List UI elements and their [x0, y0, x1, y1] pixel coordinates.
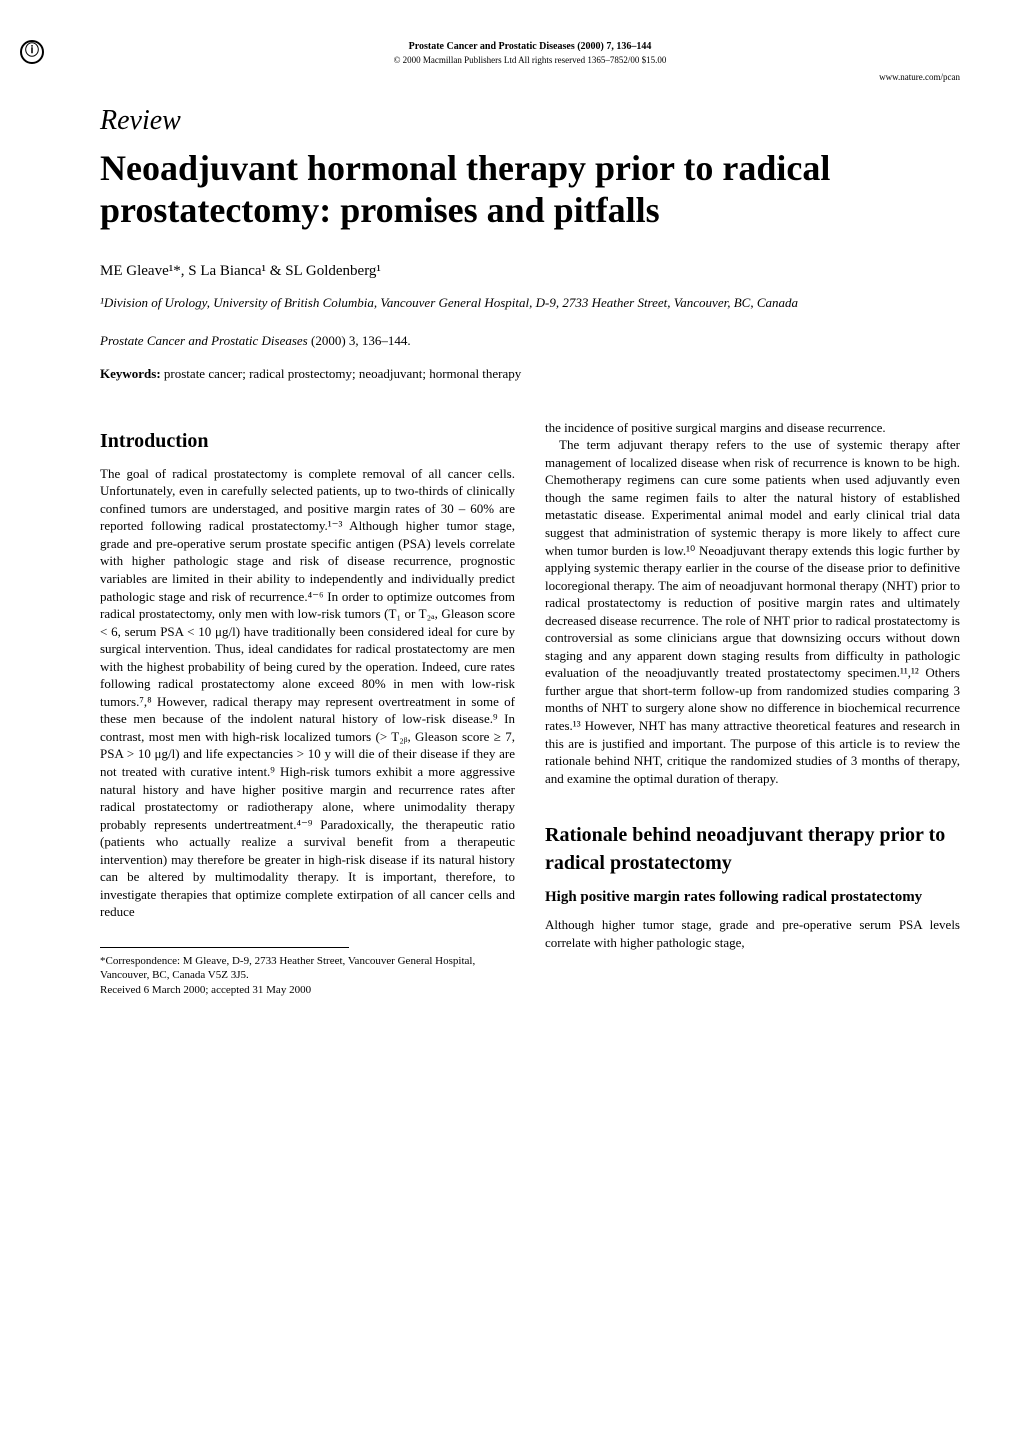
- introduction-paragraph: The goal of radical prostatectomy is com…: [100, 465, 515, 921]
- right-col-para3: Although higher tumor stage, grade and p…: [545, 916, 960, 951]
- journal-line: Prostate Cancer and Prostatic Diseases (…: [100, 40, 960, 54]
- introduction-heading: Introduction: [100, 427, 515, 455]
- journal-url: www.nature.com/pcan: [100, 71, 960, 84]
- left-column: Introduction The goal of radical prostat…: [100, 419, 515, 997]
- right-column: the incidence of positive surgical margi…: [545, 419, 960, 997]
- subsection-heading: High positive margin rates following rad…: [545, 887, 960, 908]
- keywords-label: Keywords:: [100, 366, 161, 381]
- footnote-received: Received 6 March 2000; accepted 31 May 2…: [100, 983, 515, 997]
- journal-citation-rest: (2000) 3, 136–144.: [308, 333, 411, 348]
- journal-name: Prostate Cancer and Prostatic Diseases: [100, 333, 308, 348]
- correspondence-footnote: *Correspondence: M Gleave, D-9, 2733 Hea…: [100, 954, 515, 997]
- review-label: Review: [100, 101, 960, 140]
- keywords-text: prostate cancer; radical prostectomy; ne…: [161, 366, 522, 381]
- affiliation-line: ¹Division of Urology, University of Brit…: [100, 294, 960, 312]
- publisher-badge-icon: ⓘ: [20, 40, 44, 64]
- two-column-body: Introduction The goal of radical prostat…: [100, 419, 960, 997]
- journal-header: Prostate Cancer and Prostatic Diseases (…: [100, 40, 960, 67]
- right-col-para2: The term adjuvant therapy refers to the …: [545, 436, 960, 787]
- rationale-heading: Rationale behind neoadjuvant therapy pri…: [545, 821, 960, 877]
- copyright-line: © 2000 Macmillan Publishers Ltd All righ…: [100, 54, 960, 67]
- footnote-correspondence: *Correspondence: M Gleave, D-9, 2733 Hea…: [100, 954, 515, 983]
- keywords-line: Keywords: prostate cancer; radical prost…: [100, 365, 960, 383]
- footnote-rule: [100, 947, 349, 948]
- article-title: Neoadjuvant hormonal therapy prior to ra…: [100, 148, 960, 231]
- authors-line: ME Gleave¹*, S La Bianca¹ & SL Goldenber…: [100, 261, 960, 282]
- journal-citation: Prostate Cancer and Prostatic Diseases (…: [100, 332, 960, 350]
- right-col-para1: the incidence of positive surgical margi…: [545, 419, 960, 437]
